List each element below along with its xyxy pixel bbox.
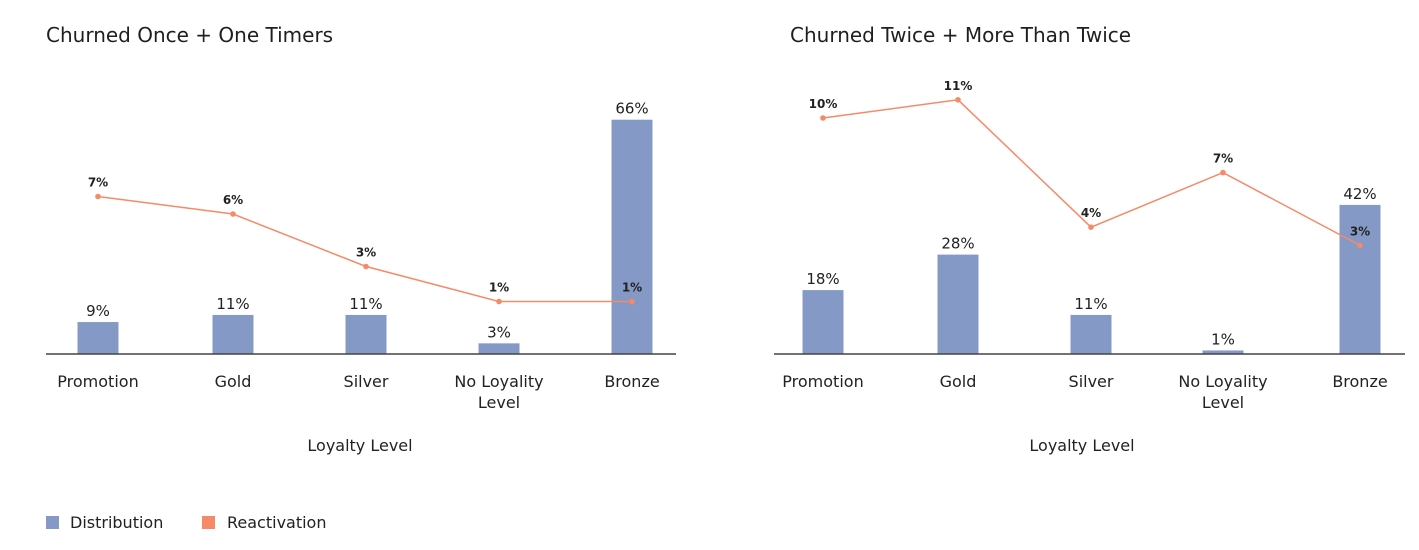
churned-once-bar [212,314,254,354]
churned-twice-bar [1202,350,1244,354]
churned-once-chart: Churned Once + One Timers 9% 11% 11% 3% 66% 7%… [46,23,676,455]
churned-once-reactivation-label: 3% [356,246,376,260]
churned-twice-reactivation-label: 3% [1350,224,1370,238]
legend-swatch-distribution [46,516,59,529]
churned-twice-category-label: No Loyality Level [1178,372,1267,412]
churned-once-bar [611,119,653,354]
churned-once-reactivation-point [95,193,101,200]
churned-once-bar-label: 9% [86,302,110,320]
legend-label-distribution: Distribution [70,513,163,532]
churned-twice-bar-label: 28% [941,235,974,253]
churned-twice-reactivation-label: 7% [1213,152,1233,166]
churned-twice-bar-label: 11% [1074,295,1107,313]
churned-once-bar [345,314,387,354]
churned-twice-bar-label: 18% [806,270,839,288]
churned-twice-bar [1339,204,1381,354]
churned-once-bar-label: 66% [615,100,648,118]
churned-once-title: Churned Once + One Timers [46,23,333,47]
churned-twice-title: Churned Twice + More Than Twice [790,23,1131,47]
churned-once-category-label: No Loyality Level [454,372,543,412]
churned-once-x-axis-label: Loyalty Level [307,436,412,455]
churned-once-reactivation-point [629,298,635,305]
churned-twice-category-label: Gold [940,372,977,391]
churned-twice-reactivation-label: 10% [809,97,838,111]
churned-twice-bar [937,254,979,354]
churned-once-reactivation-label: 7% [88,176,108,190]
churned-twice-bar [1070,314,1112,354]
churned-once-bar-label: 3% [487,323,511,341]
churned-once-category-label: Bronze [604,372,659,391]
churned-once-bar-label: 11% [349,295,382,313]
churned-once-reactivation-point [363,263,369,270]
churned-once-category-label: Silver [344,372,389,391]
churned-twice-reactivation-point [1220,169,1226,176]
churned-twice-category-label: Bronze [1332,372,1387,391]
churned-twice-x-axis-label: Loyalty Level [1029,436,1134,455]
churned-twice-category-label: Promotion [782,372,863,391]
churned-once-bar [478,343,520,354]
churned-once-bar [77,322,119,354]
churned-twice-reactivation-point [1088,224,1094,230]
churned-once-reactivation-label: 1% [622,281,642,295]
churned-once-reactivation-point [230,211,236,217]
churned-twice-reactivation-label: 4% [1081,206,1101,220]
legend-swatch-reactivation [202,516,215,529]
churned-once-bar-label: 11% [216,295,249,313]
legend: Distribution Reactivation [46,513,326,532]
churned-twice-reactivation-point [820,115,826,121]
churned-twice-chart: Churned Twice + More Than Twice 18% 28% 11%… [774,23,1405,455]
churned-twice-reactivation-point [955,97,961,103]
churned-once-category-label: Gold [215,372,252,391]
churned-twice-bar-label: 42% [1343,185,1376,203]
churned-twice-category-label: Silver [1069,372,1114,391]
legend-label-reactivation: Reactivation [227,513,326,532]
churned-once-reactivation-label: 1% [489,281,509,295]
churned-once-reactivation-label: 6% [223,193,243,207]
churned-twice-reactivation-line [822,99,1361,247]
churned-twice-reactivation-point [1357,242,1363,249]
churned-once-reactivation-point [496,298,502,305]
churned-twice-bar-label: 1% [1211,330,1235,348]
churned-twice-bar [802,290,844,354]
churned-once-category-label: Promotion [57,372,138,391]
churned-twice-reactivation-label: 11% [944,79,973,93]
